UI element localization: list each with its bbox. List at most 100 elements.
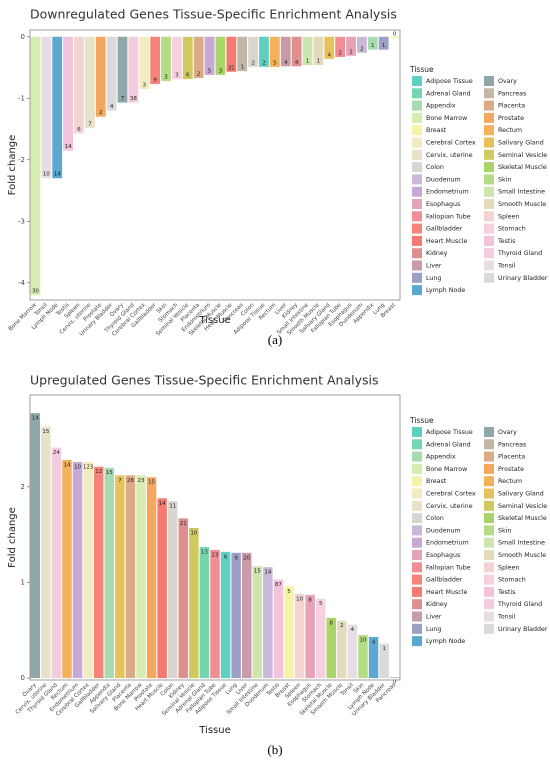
count-label: 2	[360, 46, 364, 52]
legend-label: Esophagus	[426, 201, 460, 208]
legend-label: Salivary Gland	[498, 140, 544, 147]
count-label: 3	[164, 75, 168, 81]
legend-swatch	[412, 500, 422, 511]
count-label: 24	[53, 450, 60, 456]
count-label: 3	[219, 68, 223, 74]
legend-label: Gallbladder	[426, 226, 463, 233]
count-label: 0	[393, 680, 397, 686]
x-axis-title: Tissue	[198, 725, 231, 736]
bar	[199, 547, 210, 679]
count-label: 5	[319, 601, 323, 607]
bar	[291, 36, 302, 67]
legend-swatch	[412, 599, 422, 610]
count-label: 14	[32, 416, 39, 422]
legend-label: Fallopian Tube	[426, 213, 471, 220]
count-label: 23	[138, 478, 145, 484]
legend-label: Liver	[426, 263, 442, 270]
legend-swatch	[412, 623, 422, 634]
bar	[379, 643, 389, 679]
bar	[389, 677, 400, 679]
legend-swatch	[412, 162, 422, 173]
legend-swatch	[412, 513, 422, 524]
legend-swatch	[484, 100, 494, 111]
legend-swatch	[484, 223, 494, 234]
count-label: 10	[360, 638, 367, 644]
bar	[83, 461, 93, 679]
bar	[237, 36, 248, 72]
bar	[204, 36, 215, 75]
bar	[226, 36, 237, 72]
chart-title: Downregulated Genes Tissue-Specific Enri…	[30, 7, 397, 22]
count-label: 2	[251, 60, 255, 66]
legend-label: Small Intestine	[498, 189, 545, 196]
legend-label: Bone Marrow	[426, 115, 467, 122]
legend-label: Adrenal Gland	[426, 90, 471, 97]
legend-swatch	[412, 100, 422, 111]
count-label: 15	[106, 470, 113, 476]
legend-label: Lung	[426, 626, 441, 633]
bar	[167, 501, 178, 679]
legend-swatch	[412, 488, 422, 499]
legend-label: Fallopian Tube	[426, 564, 471, 571]
count-label: 12	[95, 469, 102, 475]
bar	[335, 36, 346, 58]
legend-label: Liver	[426, 614, 442, 621]
bar	[313, 36, 324, 66]
y-tick-label: -3	[18, 217, 25, 225]
count-label: 9	[234, 555, 238, 561]
count-label: 20	[243, 555, 250, 561]
count-label: 14	[64, 463, 71, 469]
bar	[248, 36, 258, 67]
count-label: 30	[32, 289, 39, 295]
bar	[95, 36, 106, 117]
count-label: 5	[287, 589, 291, 595]
count-label: 87	[275, 582, 282, 588]
count-label: 4	[372, 639, 376, 645]
legend-label: Esophagus	[426, 552, 460, 559]
legend-swatch	[484, 137, 494, 148]
legend-label: Cerebral Cortex	[426, 140, 476, 147]
legend-swatch	[484, 174, 494, 185]
legend-swatch	[412, 137, 422, 148]
legend-swatch	[412, 272, 422, 283]
y-axis-title: Fold change	[7, 507, 18, 568]
legend-swatch	[484, 235, 494, 246]
legend-label: Adipose Tissue	[426, 78, 473, 85]
count-label: 10	[74, 464, 81, 470]
bar	[315, 598, 326, 679]
legend-swatch	[484, 500, 494, 511]
bar	[193, 36, 204, 78]
bar	[106, 36, 117, 111]
legend-label: Smooth Muscle	[498, 201, 546, 208]
legend-label: Stomach	[498, 577, 526, 584]
count-label: 8	[308, 597, 312, 603]
bar	[294, 593, 305, 679]
legend-label: Ovary	[498, 429, 517, 436]
bar	[220, 551, 231, 679]
legend-label: Pancreas	[498, 441, 526, 448]
bar	[259, 36, 269, 67]
legend-swatch	[484, 125, 494, 136]
legend-swatch	[484, 439, 494, 450]
legend-label: Kidney	[426, 250, 448, 257]
legend-swatch	[484, 586, 494, 597]
count-label: 7	[118, 478, 122, 484]
count-label: 1	[382, 646, 386, 652]
count-label: 8	[330, 620, 334, 626]
bar	[357, 36, 367, 53]
legend-label: Endometrium	[426, 540, 469, 547]
bar	[284, 586, 294, 679]
legend-swatch	[412, 476, 422, 487]
legend-swatch	[484, 199, 494, 209]
bar	[72, 461, 83, 679]
y-tick-label: 2	[21, 483, 25, 491]
legend-label: Colon	[426, 515, 444, 522]
bar	[146, 477, 157, 679]
bar	[41, 426, 51, 679]
bar	[63, 36, 73, 151]
count-label: 23	[212, 552, 219, 558]
legend-label: Gallbladder	[426, 577, 463, 584]
count-label: 28	[127, 478, 134, 484]
count-label: 10	[296, 596, 303, 602]
y-tick-label: 0	[21, 33, 25, 41]
